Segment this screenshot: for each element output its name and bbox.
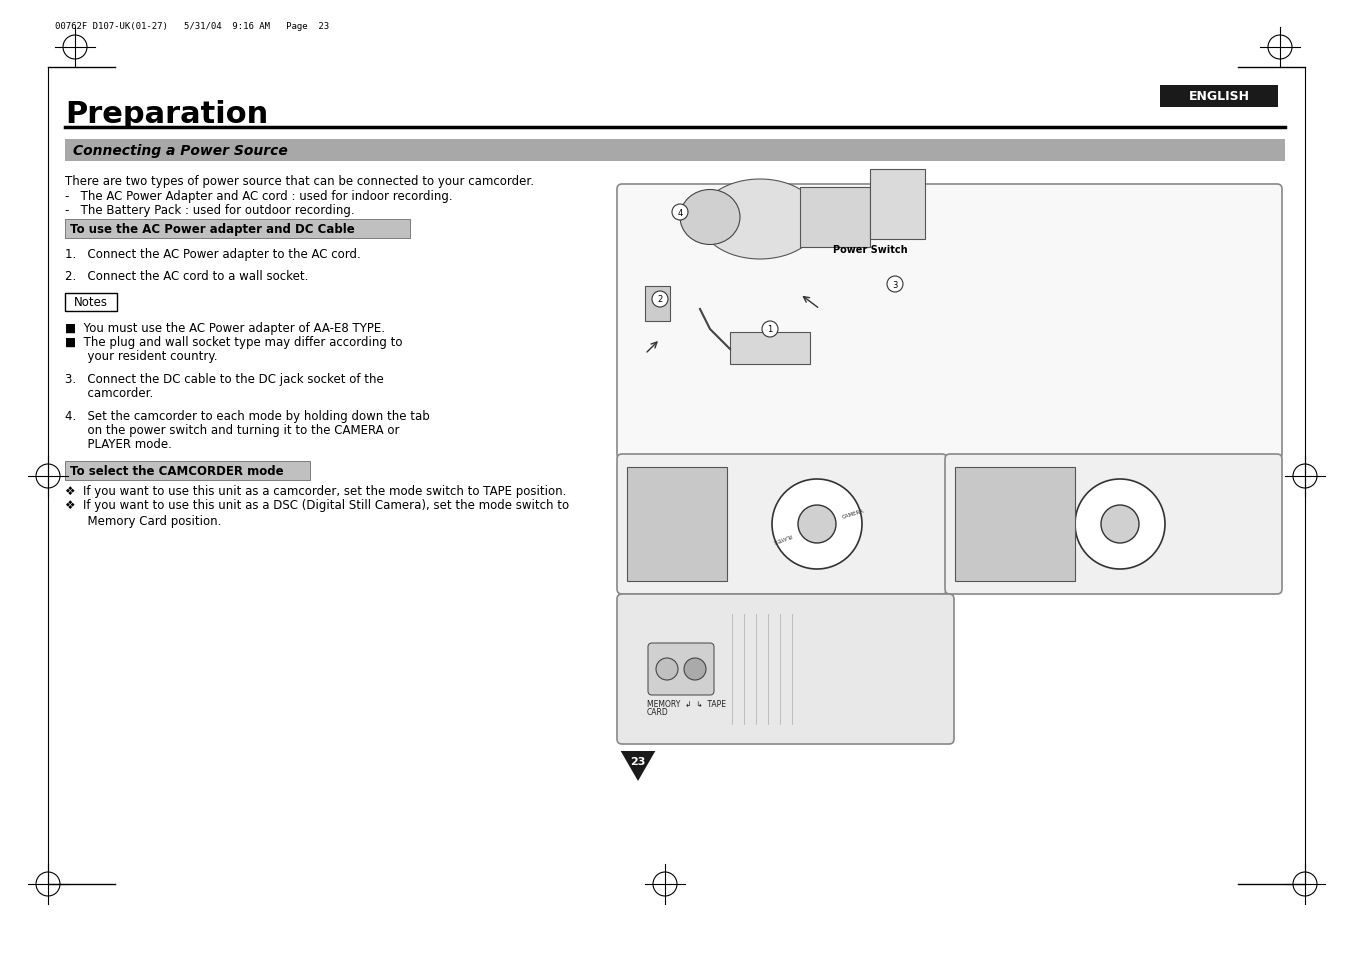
Ellipse shape [1075,479,1165,569]
Text: 4.   Set the camcorder to each mode by holding down the tab: 4. Set the camcorder to each mode by hol… [65,410,430,422]
Text: 4: 4 [677,209,682,217]
Bar [870,170,925,240]
Text: on the power switch and turning it to the CAMERA or: on the power switch and turning it to th… [65,423,400,436]
Ellipse shape [700,180,820,260]
Circle shape [888,276,902,293]
Text: To select the CAMCORDER mode: To select the CAMCORDER mode [70,464,284,477]
Bar [955,468,1075,581]
Text: 1.   Connect the AC Power adapter to the AC cord.: 1. Connect the AC Power adapter to the A… [65,248,361,261]
FancyBboxPatch shape [944,455,1282,595]
FancyBboxPatch shape [617,455,947,595]
Ellipse shape [771,479,862,569]
Text: ENGLISH: ENGLISH [1189,91,1250,103]
Text: ❖  If you want to use this unit as a camcorder, set the mode switch to TAPE posi: ❖ If you want to use this unit as a camc… [65,484,566,497]
Text: ■  You must use the AC Power adapter of AA-E8 TYPE.: ■ You must use the AC Power adapter of A… [65,322,385,335]
Bar [1161,86,1278,108]
FancyBboxPatch shape [617,595,954,744]
Bar [65,140,1285,162]
FancyBboxPatch shape [617,185,1282,459]
Text: camcorder.: camcorder. [65,387,153,399]
Text: 00762F D107-UK(01-27)   5/31/04  9:16 AM   Page  23: 00762F D107-UK(01-27) 5/31/04 9:16 AM Pa… [55,22,330,30]
Text: Connecting a Power Source: Connecting a Power Source [73,144,288,158]
Circle shape [671,205,688,221]
Text: Notes: Notes [74,296,108,309]
Text: 1: 1 [767,325,773,335]
Text: There are two types of power source that can be connected to your camcorder.: There are two types of power source that… [65,174,534,188]
Text: 23: 23 [631,757,646,766]
Bar [730,333,811,365]
Text: 3: 3 [892,280,897,289]
Text: Power Switch: Power Switch [832,245,908,254]
Text: Memory Card position.: Memory Card position. [65,515,222,527]
Text: To use the AC Power adapter and DC Cable: To use the AC Power adapter and DC Cable [70,223,355,235]
Bar [627,468,727,581]
Bar [65,461,309,480]
Text: PLAYER: PLAYER [771,532,792,543]
FancyBboxPatch shape [648,643,713,696]
Text: 2.   Connect the AC cord to a wall socket.: 2. Connect the AC cord to a wall socket. [65,270,308,283]
Circle shape [653,292,667,308]
Text: ■  The plug and wall socket type may differ according to: ■ The plug and wall socket type may diff… [65,335,403,349]
Text: 3.   Connect the DC cable to the DC jack socket of the: 3. Connect the DC cable to the DC jack s… [65,373,384,386]
Text: MEMORY  ↲  ↳  TAPE: MEMORY ↲ ↳ TAPE [647,700,725,708]
Bar [644,287,670,322]
Text: PLAYER mode.: PLAYER mode. [65,437,172,451]
Text: CARD: CARD [647,707,669,717]
Bar [65,294,118,312]
Text: your resident country.: your resident country. [65,350,218,363]
Text: Preparation: Preparation [65,100,269,129]
Ellipse shape [657,659,678,680]
Text: ❖  If you want to use this unit as a DSC (Digital Still Camera), set the mode sw: ❖ If you want to use this unit as a DSC … [65,498,569,512]
Text: 2: 2 [658,295,662,304]
Ellipse shape [680,191,740,245]
Ellipse shape [684,659,707,680]
Ellipse shape [1101,505,1139,543]
Ellipse shape [798,505,836,543]
Text: CAMERA: CAMERA [842,508,865,519]
Bar [800,188,870,248]
Circle shape [762,322,778,337]
Bar [65,220,409,239]
Text: -   The Battery Pack : used for outdoor recording.: - The Battery Pack : used for outdoor re… [65,204,354,216]
Text: -   The AC Power Adapter and AC cord : used for indoor recording.: - The AC Power Adapter and AC cord : use… [65,190,453,203]
